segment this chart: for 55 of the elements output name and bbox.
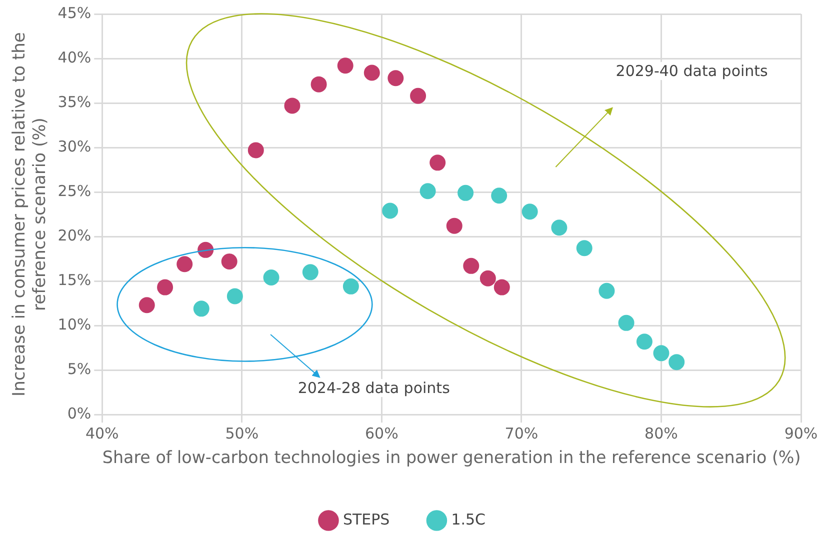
legend-label: 1.5C — [451, 510, 486, 528]
point — [176, 256, 193, 272]
x-axis-title: Share of low-carbon technologies in power generation in the reference scenario (%) — [102, 447, 801, 468]
point — [576, 240, 592, 256]
x-tick-label: 90% — [784, 424, 818, 442]
point — [410, 88, 426, 104]
point — [430, 154, 446, 171]
y-tick-label: 25% — [58, 182, 92, 200]
y-tick-label: 0% — [67, 404, 92, 422]
y-tick-label: 20% — [58, 226, 92, 244]
x-tick-label: 40% — [85, 424, 119, 442]
x-tick-label: 80% — [644, 424, 678, 442]
point — [226, 288, 243, 304]
point — [522, 204, 538, 220]
point — [494, 279, 510, 296]
point — [337, 58, 354, 74]
point — [598, 282, 615, 299]
point — [310, 76, 327, 92]
y-tick-label: 45% — [58, 4, 92, 22]
point — [138, 297, 155, 314]
y-tick-label: 10% — [58, 315, 92, 334]
point — [388, 70, 404, 86]
point — [342, 278, 359, 294]
point — [302, 264, 318, 280]
x-tick-label: 70% — [504, 424, 538, 442]
y-tick-label: 35% — [58, 92, 92, 111]
point — [618, 314, 634, 331]
y-tick-label: 40% — [58, 48, 92, 66]
point — [157, 279, 174, 296]
x-tick-label: 60% — [365, 424, 398, 442]
point — [653, 345, 670, 362]
point — [491, 188, 508, 204]
annotation: 2029-40 data points — [616, 62, 768, 80]
point — [420, 183, 436, 200]
y-axis-title: Increase in consumer prices relative to the reference scenario (%) — [10, 32, 50, 396]
legend-label: STEPS — [342, 510, 390, 528]
y-tick-label: 30% — [58, 137, 92, 156]
point — [446, 218, 462, 234]
point — [263, 270, 280, 286]
point — [382, 202, 398, 219]
point — [458, 184, 474, 201]
point — [284, 98, 300, 114]
y-tick-label: 5% — [67, 360, 92, 378]
point — [193, 300, 210, 317]
x-tick-label: 50% — [225, 424, 259, 442]
point — [463, 258, 480, 274]
point — [221, 253, 238, 270]
point — [480, 270, 496, 286]
annotation: 2024-28 data points — [298, 378, 450, 397]
point — [636, 334, 652, 350]
point — [551, 220, 568, 236]
point — [248, 142, 264, 158]
y-tick-label: 15% — [58, 270, 92, 289]
point — [364, 64, 380, 81]
point — [668, 354, 685, 370]
